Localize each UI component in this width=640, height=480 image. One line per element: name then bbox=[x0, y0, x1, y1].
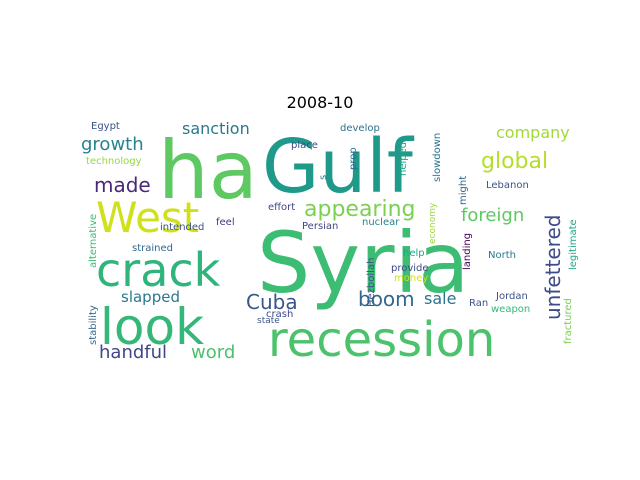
cloud-word-look: look bbox=[100, 298, 204, 356]
cloud-word-stability: stability bbox=[88, 305, 99, 345]
cloud-word-slapped: slapped bbox=[121, 288, 180, 306]
cloud-word-effort: effort bbox=[268, 202, 295, 213]
cloud-word-weapon: weapon bbox=[491, 304, 530, 315]
cloud-word-made: made bbox=[94, 173, 151, 197]
cloud-word-jordan: Jordan bbox=[495, 291, 528, 302]
cloud-word-develop: develop bbox=[340, 123, 380, 134]
cloud-word-economy: economy bbox=[428, 202, 438, 244]
cloud-word-lebanon: Lebanon bbox=[486, 180, 529, 191]
cloud-word-sanction: sanction bbox=[182, 119, 250, 138]
cloud-word-state: state bbox=[257, 316, 280, 326]
cloud-word-prop: prop bbox=[348, 147, 359, 170]
cloud-word-place: place bbox=[291, 140, 318, 151]
cloud-word-s: s bbox=[318, 175, 329, 180]
cloud-word-strained: strained bbox=[132, 243, 173, 254]
cloud-word-legitimate: legitimate bbox=[568, 219, 579, 270]
cloud-word-crash: crash bbox=[266, 309, 293, 320]
cloud-word-boom: boom bbox=[358, 287, 415, 311]
cloud-word-ha: ha bbox=[158, 124, 258, 217]
cloud-word-company: company bbox=[496, 123, 570, 142]
cloud-word-fractured: fractured bbox=[563, 298, 574, 344]
cloud-word-egypt: Egypt bbox=[91, 121, 120, 132]
cloud-word-technology: technology bbox=[86, 156, 142, 167]
cloud-word-help: help bbox=[403, 248, 425, 259]
cloud-word-cuba: Cuba bbox=[246, 290, 298, 314]
cloud-word-helped: helped bbox=[398, 142, 409, 176]
cloud-word-provide: provide bbox=[391, 263, 429, 274]
cloud-word-persian: Persian bbox=[302, 221, 338, 232]
cloud-word-hezbollah: Hezbollah bbox=[366, 258, 377, 307]
cloud-title: 2008-10 bbox=[286, 93, 354, 112]
cloud-word-unfettered: unfettered bbox=[541, 215, 565, 320]
cloud-word-ran: Ran bbox=[469, 298, 488, 309]
cloud-word-landing: landing bbox=[462, 233, 473, 270]
cloud-word-foreign: foreign bbox=[461, 205, 524, 226]
cloud-word-money: money bbox=[394, 273, 428, 284]
cloud-word-intended: intended bbox=[160, 222, 204, 233]
cloud-word-recession: recession bbox=[268, 312, 495, 368]
cloud-word-global: global bbox=[481, 149, 548, 174]
cloud-word-crack: crack bbox=[96, 243, 221, 297]
cloud-word-syria: Syria bbox=[257, 214, 469, 312]
cloud-word-feel: feel bbox=[216, 217, 235, 228]
cloud-word-might: might bbox=[458, 176, 469, 205]
cloud-word-west: West bbox=[96, 193, 199, 242]
cloud-word-nuclear: nuclear bbox=[362, 217, 400, 228]
cloud-word-gulf: Gulf bbox=[262, 124, 415, 210]
cloud-word-slowdown: slowdown bbox=[432, 133, 443, 182]
cloud-word-appearing: appearing bbox=[304, 197, 416, 222]
cloud-word-sale: sale bbox=[424, 289, 456, 308]
cloud-word-alternative: alternative bbox=[88, 214, 99, 268]
cloud-word-word: word bbox=[191, 342, 235, 363]
cloud-word-growth: growth bbox=[81, 134, 144, 155]
cloud-word-handful: handful bbox=[99, 342, 167, 363]
cloud-word-north: North bbox=[488, 250, 516, 261]
